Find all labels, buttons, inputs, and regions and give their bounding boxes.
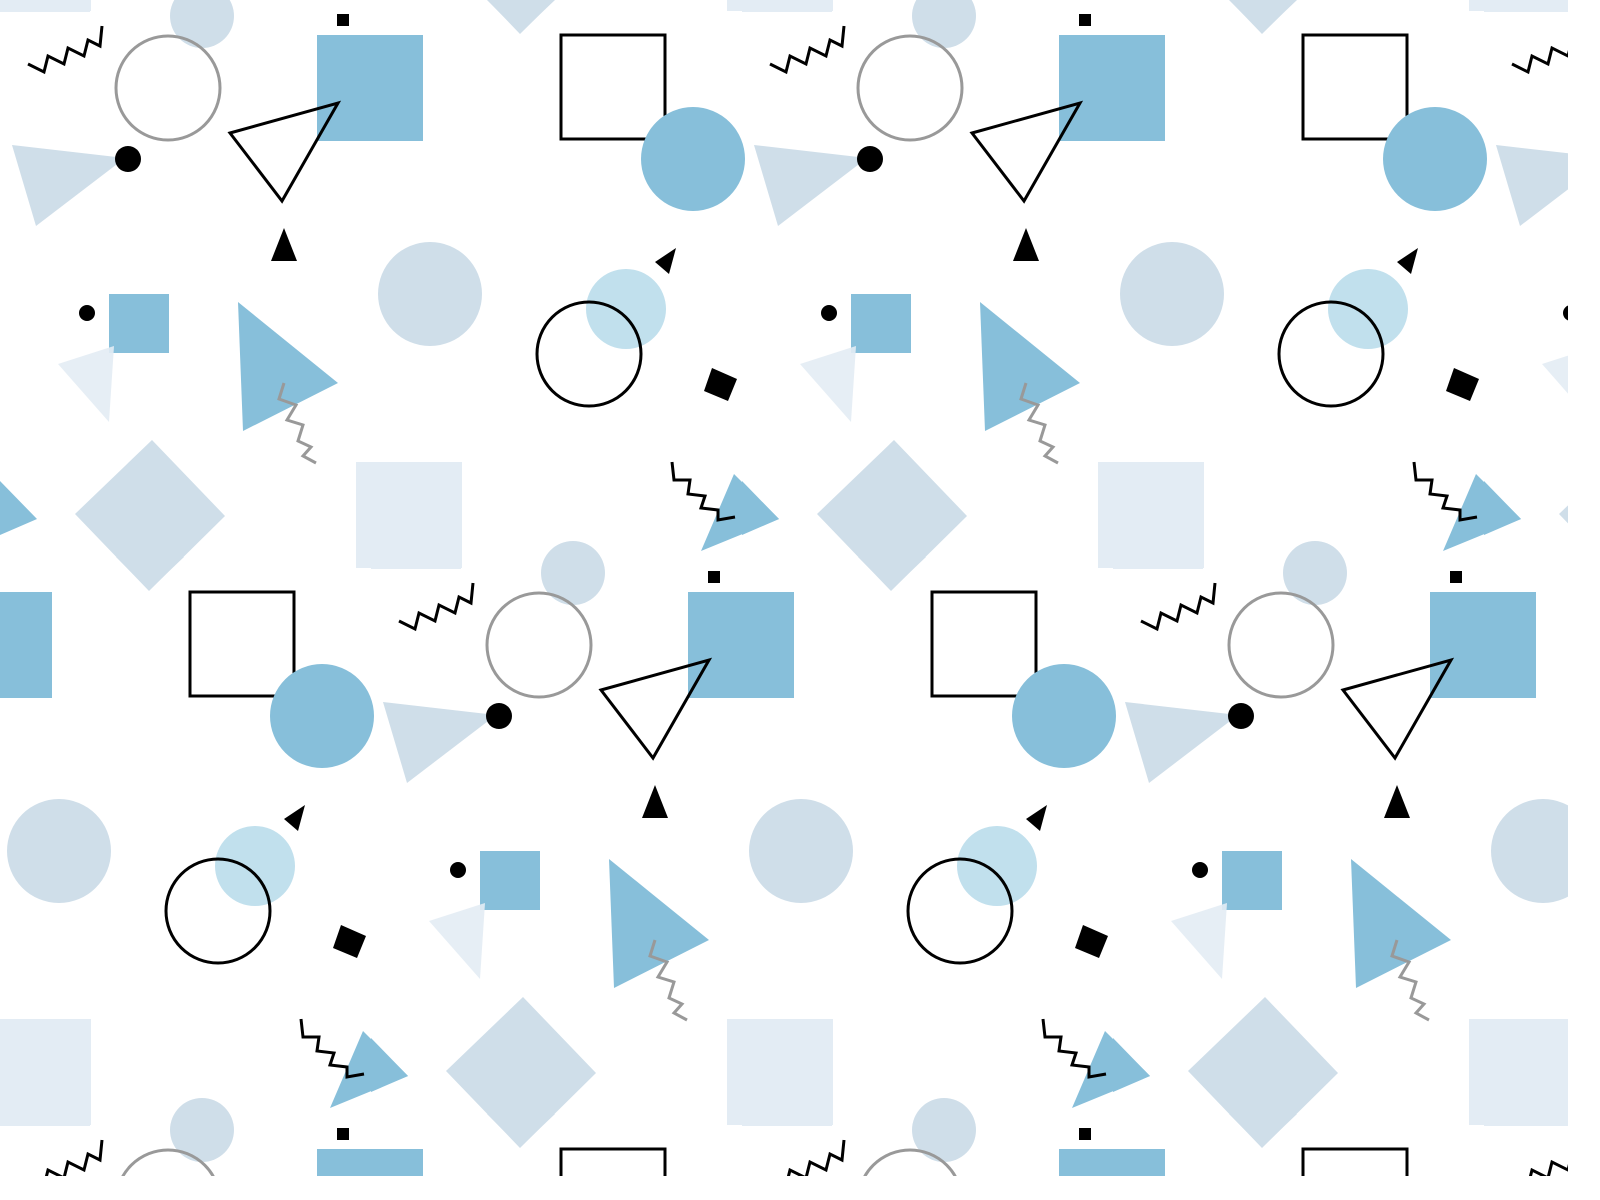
pattern-canvas: [0, 0, 1568, 1176]
